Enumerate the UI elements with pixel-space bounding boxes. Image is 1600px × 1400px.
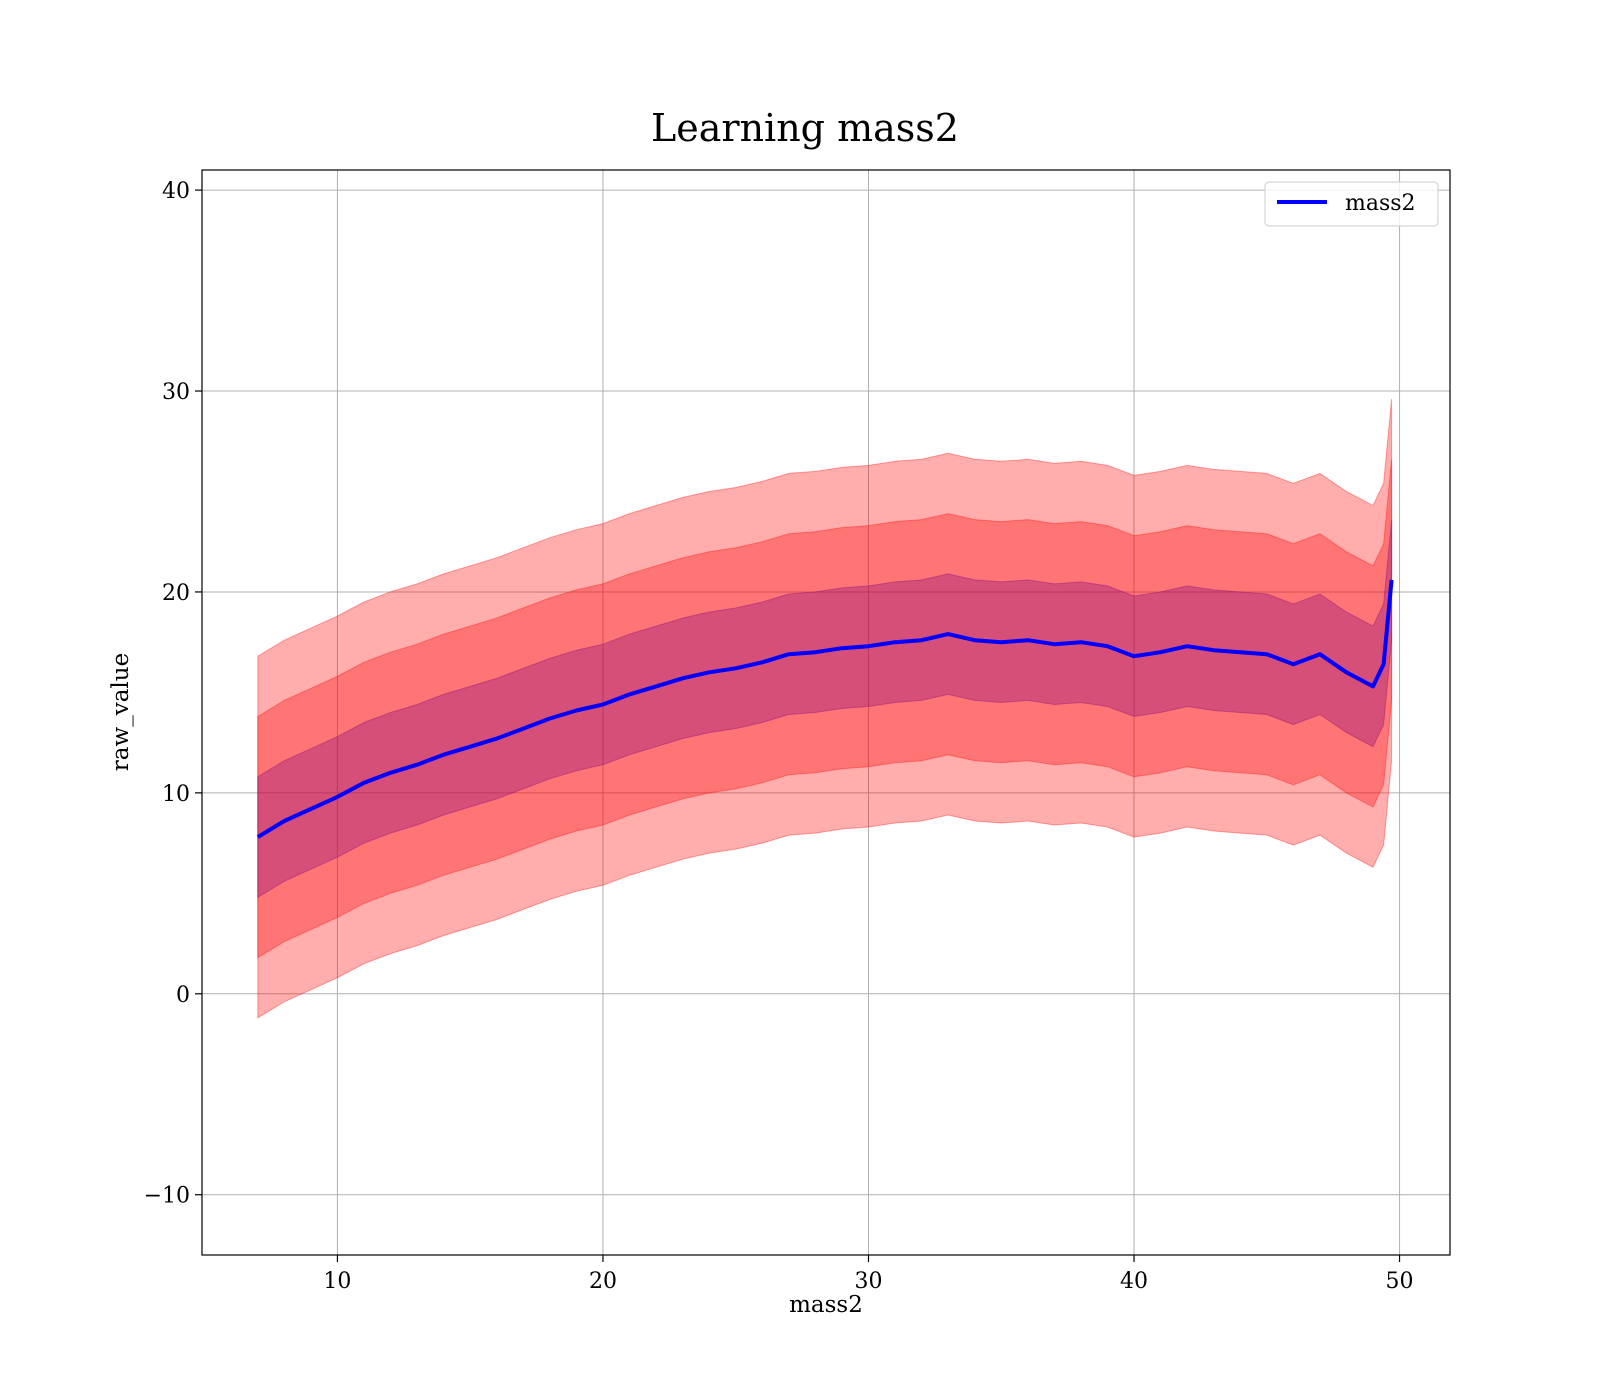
x-axis-label: mass2 bbox=[789, 1292, 863, 1318]
y-axis-label: raw_value bbox=[108, 653, 134, 771]
legend: mass2 bbox=[1264, 181, 1439, 227]
y-tick-label: −10 bbox=[144, 1184, 190, 1209]
legend-label: mass2 bbox=[1345, 191, 1416, 216]
y-tick-labels: −10 0 10 20 30 40 bbox=[144, 179, 202, 1209]
x-tick-label: 20 bbox=[589, 1269, 617, 1294]
x-tick-label: 40 bbox=[1120, 1269, 1148, 1294]
band-2-std bbox=[257, 459, 1393, 959]
x-tick-label: 10 bbox=[323, 1269, 351, 1294]
series-line-mass2 bbox=[256, 579, 1394, 839]
grid bbox=[202, 170, 1450, 1255]
y-tick-label: 40 bbox=[162, 179, 190, 204]
x-tick-label: 50 bbox=[1386, 1269, 1414, 1294]
y-tick-label: 20 bbox=[162, 581, 190, 606]
x-tick-labels: 10 20 30 40 50 bbox=[323, 1255, 1414, 1294]
plot-area bbox=[202, 170, 1450, 1255]
y-tick-label: 30 bbox=[162, 380, 190, 405]
axes-frame bbox=[201, 169, 1451, 1256]
x-tick-label: 30 bbox=[854, 1269, 882, 1294]
band-1-std bbox=[257, 519, 1393, 899]
legend-box bbox=[1264, 181, 1439, 227]
std-bands bbox=[257, 399, 1393, 1019]
y-tick-label: 10 bbox=[162, 782, 190, 807]
band-3-std bbox=[257, 399, 1393, 1019]
chart-title: Learning mass2 bbox=[651, 106, 959, 150]
y-tick-label: 0 bbox=[176, 983, 190, 1008]
